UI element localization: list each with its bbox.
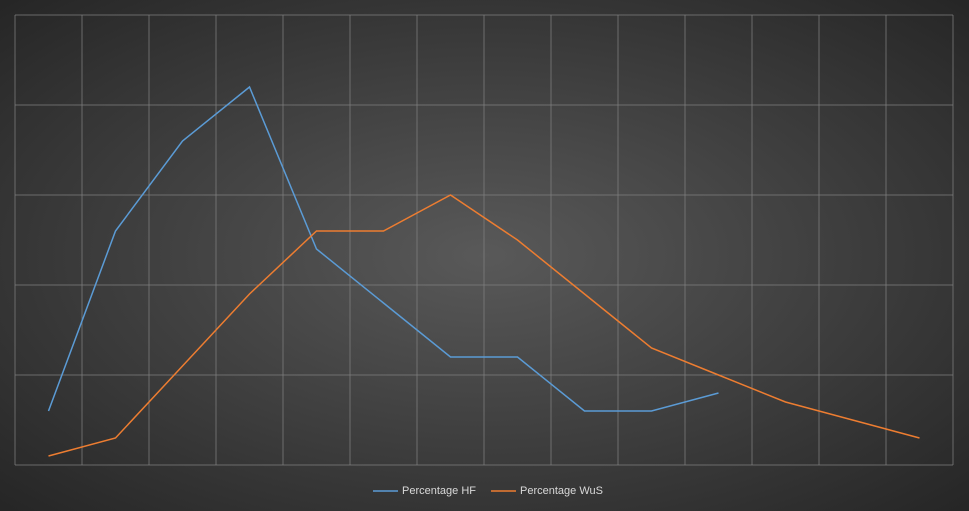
series-line xyxy=(48,194,920,457)
series-line xyxy=(47,85,719,412)
legend-label: Percentage HF xyxy=(402,485,476,497)
legend-label: Percentage WuS xyxy=(520,485,603,497)
